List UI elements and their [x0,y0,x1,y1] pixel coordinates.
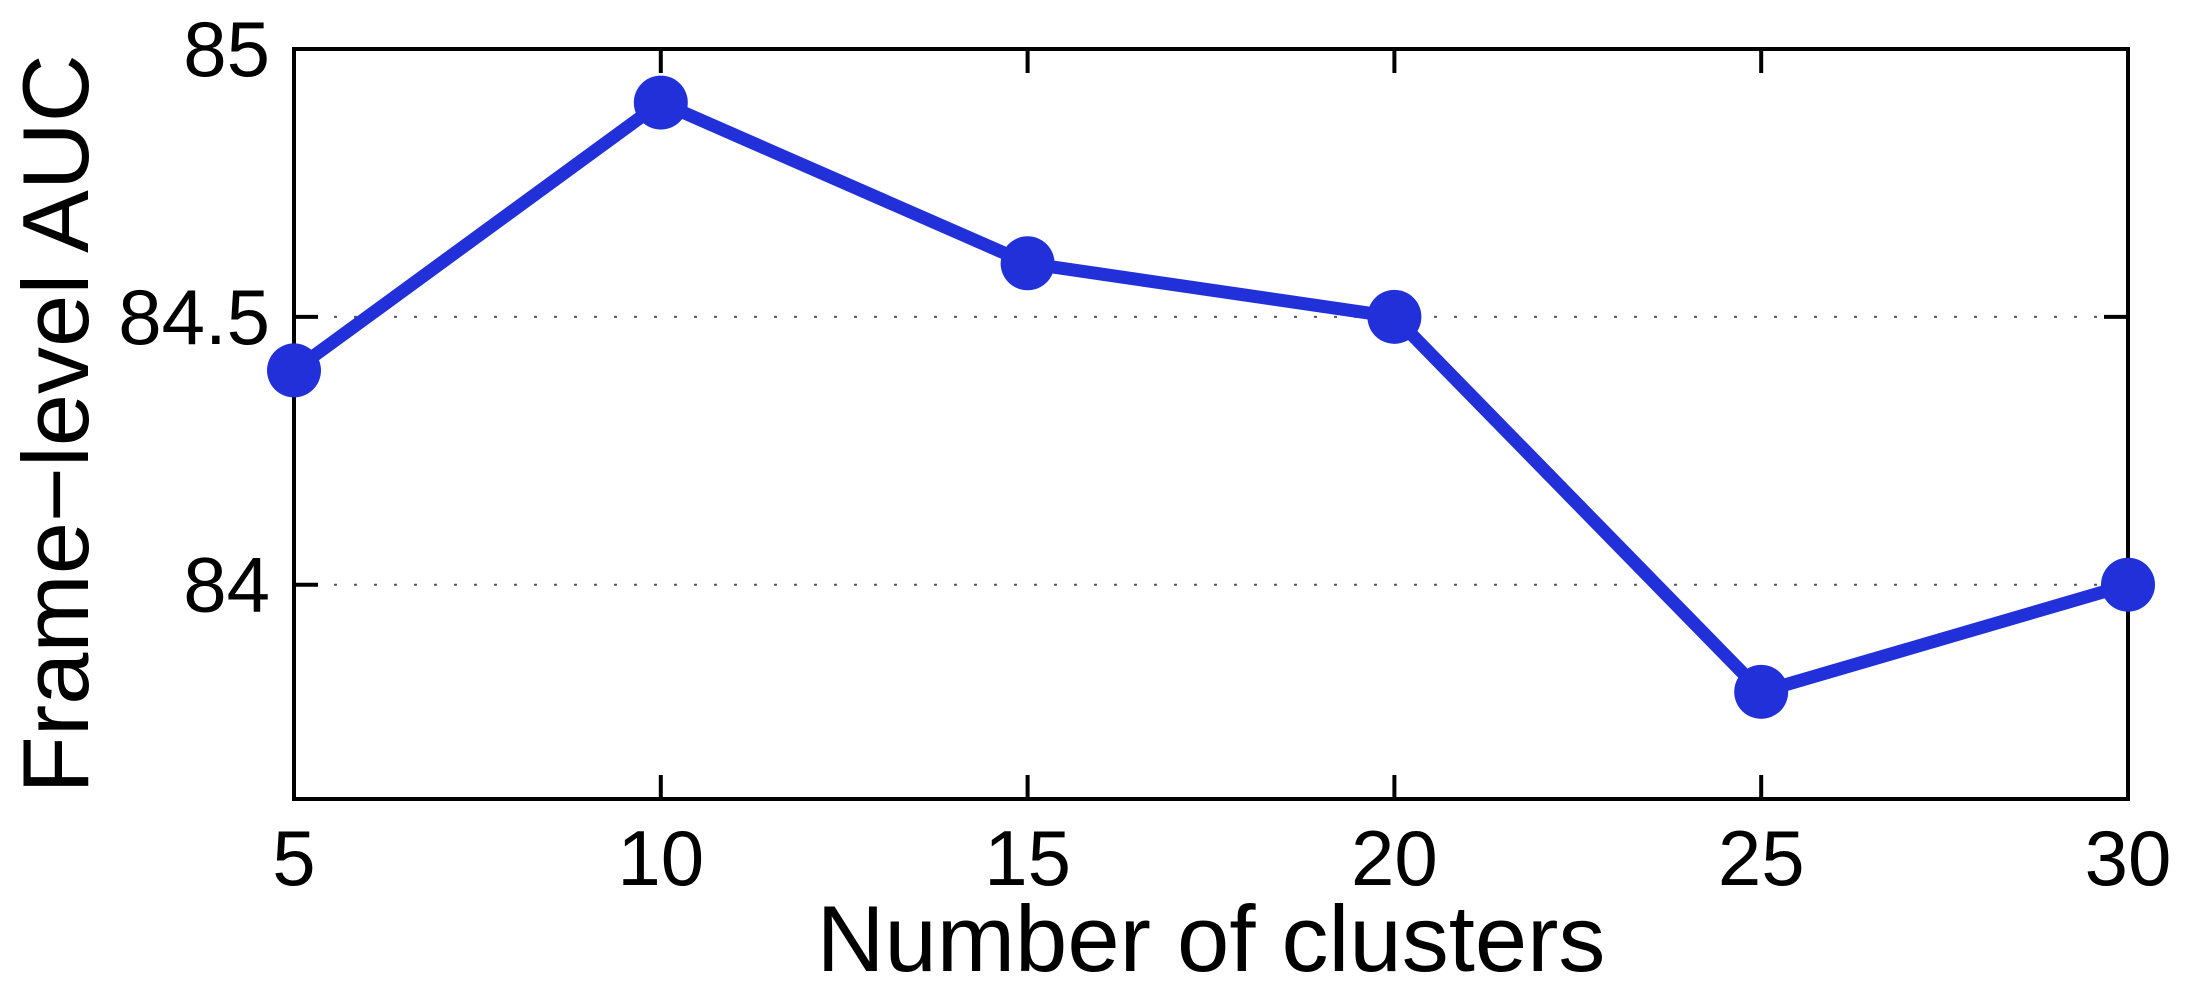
x-tick-label: 15 [984,814,1071,902]
x-tick-label: 25 [1718,814,1805,902]
y-axis-label: Frame−level AUC [3,54,108,793]
data-point [633,75,688,130]
series-line [287,96,2135,699]
x-tick-label: 5 [272,814,315,902]
x-tick-label: 30 [2085,814,2172,902]
data-point [1367,289,1422,344]
plot-border [292,47,2130,801]
y-tick-label: 84 [183,541,270,629]
data-point [2101,557,2155,612]
axis-labels: Number of clusters Frame−level AUC [3,54,1605,990]
data-point [1734,664,1789,719]
y-tick-label: 84.5 [118,273,270,361]
data-point [1000,236,1055,291]
data-series [267,75,2155,719]
x-axis-label: Number of clusters [817,886,1606,990]
axes-box [292,47,2130,801]
x-tick-label: 10 [617,814,704,902]
gridlines [294,315,2128,586]
tick-labels: 5 10 15 20 25 30 84 84.5 85 [118,5,2171,902]
data-point [267,343,321,398]
y-tick-label: 85 [183,5,270,93]
x-tick-label: 20 [1351,814,1438,902]
